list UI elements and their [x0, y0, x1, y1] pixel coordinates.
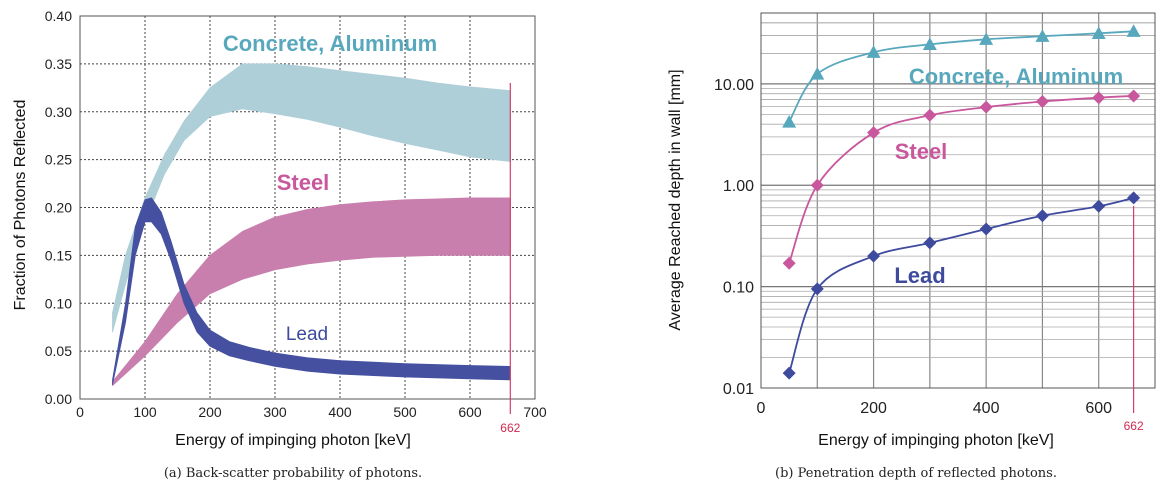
- chart-b-point-concrete: [979, 32, 994, 45]
- chart-b-point-concrete: [866, 45, 881, 58]
- chart-b-point-lead: [1092, 199, 1106, 213]
- chart-a-x-tick-label: 0: [76, 404, 84, 420]
- chart-a-x-axis-title: Energy of impinging photon [keV]: [175, 432, 411, 449]
- chart-b-y-ticks: 0.01 0.10 1.00 10.00: [714, 77, 754, 398]
- chart-a-y-axis-title: Fraction of Photons Reflected: [12, 100, 29, 311]
- chart-a-662-marker-label: 662: [500, 421, 520, 435]
- chart-b-point-steel: [923, 108, 937, 122]
- chart-a-y-ticks: 0.00 0.05 0.10 0.15 0.20 0.25 0.30 0.35 0.40: [45, 8, 72, 407]
- chart-a-x-tick-label: 200: [198, 404, 222, 420]
- chart-b-point-lead: [979, 222, 993, 236]
- chart-b-point-lead: [867, 249, 881, 263]
- chart-a-x-tick-label: 400: [328, 404, 352, 420]
- chart-a-label-concrete: Concrete, Aluminum: [223, 31, 437, 56]
- chart-b-point-steel: [1127, 89, 1141, 103]
- chart-a-label-lead: Lead: [286, 324, 328, 345]
- chart-b-point-steel: [979, 100, 993, 114]
- chart-b-x-tick-label: 200: [860, 400, 887, 417]
- chart-b-plot-frame: [760, 12, 1156, 389]
- chart-b-label-lead: Lead: [894, 263, 945, 288]
- chart-b-point-concrete: [782, 115, 797, 128]
- chart-b-x-ticks: 0 200 400 600: [757, 400, 1113, 417]
- chart-a-x-ticks: 0 100 200 300 400 500 600 700: [76, 404, 547, 420]
- chart-b-label-steel: Steel: [895, 139, 948, 164]
- chart-b-point-concrete: [1126, 24, 1141, 37]
- chart-a-y-tick-label: 0.30: [45, 104, 72, 120]
- chart-a-x-tick-label: 700: [523, 404, 547, 420]
- chart-a-plot-frame: [79, 15, 536, 400]
- chart-b-x-tick-label: 600: [1085, 400, 1112, 417]
- chart-a: 0 100 200 300 400 500 600 700 0.000.050.100.150…: [12, 8, 547, 481]
- chart-b-x-tick-label: 0: [757, 400, 766, 417]
- chart-a-label-steel: Steel: [277, 170, 330, 195]
- chart-a-y-tick-label: 0.15: [45, 247, 72, 263]
- chart-a-x-tick-label: 300: [263, 404, 287, 420]
- chart-b: 0 200 400 600 0.01 0.10 1.00 10.00 662 Concret…: [667, 12, 1156, 481]
- chart-b-point-steel: [1092, 91, 1106, 105]
- chart-b-point-concrete: [1091, 26, 1106, 39]
- chart-b-662-marker-label: 662: [1124, 419, 1144, 433]
- chart-b-x-axis-title: Energy of impinging photon [keV]: [818, 432, 1054, 449]
- chart-a-caption: (a) Back-scatter probability of photons.: [164, 466, 422, 481]
- chart-b-line-concrete: [788, 30, 1134, 123]
- chart-a-y-tick-label: 0.05: [45, 343, 72, 359]
- chart-b-point-steel: [810, 178, 824, 192]
- chart-a-x-tick-label: 600: [458, 404, 482, 420]
- chart-b-label-concrete: Concrete, Aluminum: [909, 64, 1123, 89]
- chart-b-point-lead: [810, 282, 824, 296]
- chart-b-caption: (b) Penetration depth of reflected photo…: [775, 466, 1057, 481]
- chart-a-x-tick-label: 100: [133, 404, 157, 420]
- chart-b-plot-bg: [761, 13, 1155, 388]
- chart-b-point-lead: [782, 366, 796, 380]
- chart-b-point-lead: [1127, 191, 1141, 205]
- chart-b-point-concrete: [810, 67, 825, 80]
- chart-a-y-tick-label: 0.40: [45, 8, 72, 24]
- chart-b-point-steel: [782, 256, 796, 270]
- chart-b-x-tick-label: 400: [973, 400, 1000, 417]
- chart-a-y-tick-label: 0.25: [45, 152, 72, 168]
- chart-b-point-concrete: [1035, 29, 1050, 42]
- chart-a-y-tick-label: 0.10: [45, 295, 72, 311]
- chart-b-y-axis-title: Average Reached depth in wall [mm]: [667, 69, 684, 330]
- chart-a-y-tick-label: 0.35: [45, 56, 72, 72]
- chart-b-y-tick-label: 0.01: [723, 381, 754, 398]
- chart-b-point-steel: [1035, 94, 1049, 108]
- chart-a-y-tick-label: 0.20: [45, 200, 72, 216]
- chart-b-y-tick-label: 0.10: [723, 280, 754, 297]
- chart-a-y-tick-label: 0.00: [45, 391, 72, 407]
- chart-a-x-tick-label: 500: [393, 404, 417, 420]
- chart-b-y-tick-label: 10.00: [714, 77, 754, 94]
- chart-b-series-points: [782, 24, 1141, 380]
- chart-b-point-lead: [1035, 209, 1049, 223]
- chart-b-point-lead: [923, 236, 937, 250]
- chart-b-point-concrete: [922, 37, 937, 51]
- chart-b-y-tick-label: 1.00: [723, 178, 754, 195]
- chart-b-point-steel: [867, 126, 881, 140]
